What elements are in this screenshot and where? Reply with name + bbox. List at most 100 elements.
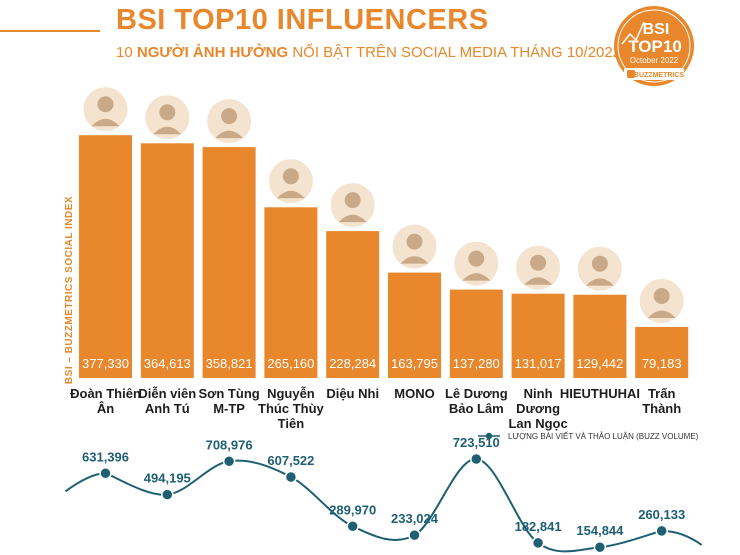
- line-value-label: 631,396: [82, 449, 129, 464]
- category-label: M-TP: [213, 401, 245, 416]
- bar-value-label: 131,017: [515, 356, 562, 371]
- avatar-head-icon: [468, 250, 485, 267]
- header-rule: [0, 30, 100, 32]
- avatar-body-icon: [524, 277, 553, 285]
- avatar-body-icon: [647, 310, 676, 318]
- bar: [388, 272, 441, 378]
- bar-value-label: 129,442: [576, 356, 623, 371]
- line-point: [593, 540, 607, 554]
- avatar-head-icon: [653, 288, 670, 304]
- avatar-head-icon: [406, 233, 423, 250]
- badge-line1: BSI: [643, 21, 670, 38]
- legend-dot-marker: [485, 432, 493, 440]
- avatar-body-icon: [276, 190, 305, 199]
- line-value-label: 607,522: [267, 453, 314, 468]
- bar: [140, 143, 194, 378]
- line-value-label: 233,024: [391, 511, 439, 526]
- bar-value-label: 265,160: [267, 356, 314, 371]
- badge-circle: [614, 6, 694, 86]
- line-point: [222, 455, 236, 468]
- line-point: [531, 536, 545, 550]
- line-point: [655, 524, 668, 538]
- subtitle-bold: NGƯỜI ẢNH HƯỞNG: [136, 44, 289, 61]
- category-label: Lê Dương: [445, 386, 508, 401]
- line-legend: LƯỢNG BÀI VIẾT VÀ THẢO LUẬN (BUZZ VOLUME…: [478, 431, 699, 441]
- line-point: [346, 520, 359, 533]
- avatars-layer: [81, 85, 686, 325]
- bar-value-label: 377,330: [82, 356, 129, 371]
- category-label: Dương: [516, 401, 560, 416]
- bar-value-label: 79,183: [642, 356, 682, 371]
- badge-line3: October 2022: [630, 56, 679, 65]
- avatar-head-icon: [159, 104, 176, 121]
- avatar-body-icon: [462, 273, 491, 281]
- avatar-body-icon: [400, 256, 429, 264]
- buzzmetrics-logo-icon: [627, 70, 635, 78]
- badge-line2: TOP10: [628, 37, 682, 56]
- line-point: [99, 467, 112, 480]
- category-label: HIEUTHUHAI: [560, 386, 640, 401]
- line-value-label: 154,844: [576, 523, 624, 538]
- line-value-label: 708,976: [206, 437, 253, 452]
- bar-value-label: 137,280: [453, 356, 500, 371]
- category-label: Diệu Nhi: [326, 386, 379, 401]
- bars-layer: 377,330 364,613 358,821 265,160 228,284 163,7…: [79, 135, 689, 378]
- category-label: Nguyễn: [267, 386, 315, 401]
- line-value-label: 289,970: [329, 502, 376, 517]
- category-label: Thành: [642, 401, 681, 416]
- category-label: Ân: [97, 401, 114, 416]
- category-label: Lan Ngọc: [508, 416, 567, 431]
- badge-spark-icon: [621, 21, 645, 45]
- bar-value-label: 358,821: [206, 356, 253, 371]
- line-value-label: 494,195: [144, 471, 191, 486]
- page-subtitle: 10 NGƯỜI ẢNH HƯỞNG NỔI BẬT TRÊN SOCIAL M…: [116, 44, 621, 61]
- page-title: BSI TOP10 INFLUENCERS: [116, 4, 489, 36]
- category-label: MONO: [394, 386, 434, 401]
- line-value-label: 723,510: [453, 435, 500, 450]
- line-value-label: 182,841: [515, 519, 562, 534]
- line-point: [408, 528, 421, 542]
- avatar-body-icon: [215, 130, 244, 139]
- category-label: Thúc Thùy: [258, 401, 324, 416]
- bar: [326, 231, 380, 378]
- bar: [79, 135, 132, 378]
- category-label: Tiên: [278, 416, 305, 431]
- bar-value-label: 228,284: [329, 356, 376, 371]
- bar: [449, 289, 503, 378]
- y-axis-label: BSI – BUZZMETRICS SOCIAL INDEX: [64, 196, 75, 384]
- avatar-head-icon: [530, 254, 547, 271]
- avatar-body-icon: [338, 214, 367, 223]
- buzz-line-layer: 631,396 494,195 708,976 607,522 289,970 233,0…: [64, 435, 703, 554]
- category-label: Trấn: [648, 386, 676, 401]
- badge-ring: [617, 9, 691, 83]
- bar: [511, 293, 565, 378]
- avatar-head-icon: [221, 108, 238, 125]
- line-point: [470, 452, 483, 466]
- avatar-head-icon: [591, 255, 608, 272]
- bar-value-label: 364,613: [144, 356, 191, 371]
- category-label: Đoàn Thiên: [70, 386, 141, 401]
- bsi-top10-badge: BSI TOP10 October 2022 BUZZMETRICS: [614, 6, 694, 86]
- bar: [635, 327, 689, 378]
- subtitle-rest: NỔI BẬT TRÊN SOCIAL MEDIA THÁNG 10/2022: [288, 44, 622, 61]
- bar: [573, 294, 627, 378]
- category-label: Sơn Tùng: [198, 386, 259, 401]
- bar-value-label: 163,795: [391, 356, 438, 371]
- line-point: [284, 470, 298, 484]
- avatar-body-icon: [153, 126, 182, 135]
- category-label: Bảo Lâm: [449, 401, 504, 416]
- avatar-body-icon: [91, 118, 120, 127]
- badge-brand-plate: [624, 68, 684, 80]
- avatar-head-icon: [282, 168, 299, 185]
- category-label: Ninh: [524, 386, 553, 401]
- line-value-label: 260,133: [638, 507, 685, 522]
- avatar-body-icon: [585, 278, 614, 286]
- category-label: Anh Tú: [145, 401, 190, 416]
- legend-text: LƯỢNG BÀI VIẾT VÀ THẢO LUẬN (BUZZ VOLUME…: [508, 431, 699, 441]
- avatar-head-icon: [344, 192, 361, 209]
- badge-brand: BUZZMETRICS: [634, 72, 684, 79]
- bar: [202, 147, 256, 378]
- bar: [264, 207, 318, 378]
